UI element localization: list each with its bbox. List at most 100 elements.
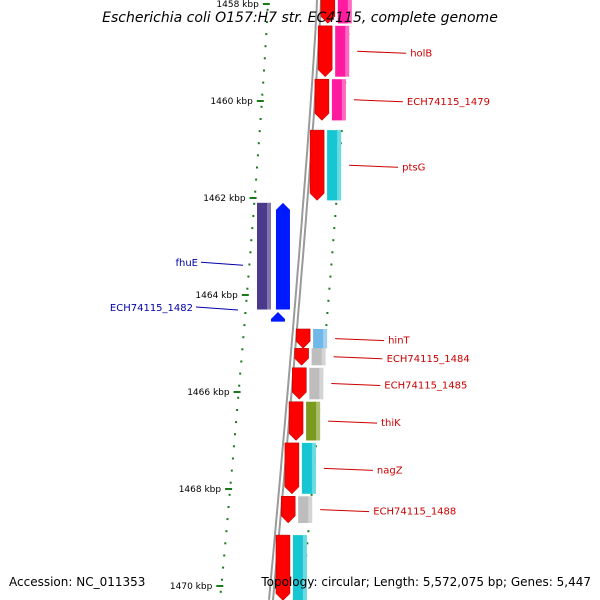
gene-labels: holB ECH74115_1479 ptsG hinT ECH74115_1484 EC… xyxy=(110,48,490,517)
major-tick xyxy=(241,294,249,296)
minor-tick-inner xyxy=(264,45,267,48)
gene-label[interactable]: ECH74115_1488 xyxy=(373,507,456,518)
gene-label-leader xyxy=(353,99,403,103)
gene-label-leader xyxy=(349,164,399,168)
minor-tick-outer xyxy=(330,263,333,266)
major-tick xyxy=(216,585,224,587)
minor-tick-outer xyxy=(335,202,338,205)
minor-tick-inner xyxy=(241,348,244,351)
tick-label: 1470 kbp xyxy=(170,582,213,592)
minor-tick-inner xyxy=(237,396,240,399)
gene-cog-block[interactable] xyxy=(292,535,307,600)
gene-label[interactable]: holB xyxy=(410,48,432,59)
major-tick xyxy=(225,488,233,490)
gene-cog-block[interactable] xyxy=(337,0,352,24)
gene-label-leader xyxy=(335,338,385,342)
minor-tick-inner xyxy=(260,105,263,108)
gene-label-leader xyxy=(200,261,244,266)
minor-tick-outer xyxy=(340,130,343,133)
gene-cog-shade xyxy=(311,442,316,494)
minor-tick-inner xyxy=(248,263,251,266)
gene-label[interactable]: ECH74115_1485 xyxy=(384,381,467,392)
gene-label-leader xyxy=(328,420,378,424)
minor-tick-inner xyxy=(252,215,255,217)
gene-cog-block[interactable] xyxy=(298,496,313,523)
gene-label[interactable]: ECH74115_1484 xyxy=(387,354,470,365)
gene-cog-shade xyxy=(308,496,313,523)
accession-text: Accession: NC_011353 xyxy=(9,575,146,589)
minor-tick-inner xyxy=(226,518,229,521)
gene-arrow-forward[interactable] xyxy=(292,367,307,400)
gene-label-leader xyxy=(195,306,239,311)
minor-tick-outer xyxy=(333,227,336,230)
gene-arrow-forward[interactable] xyxy=(320,0,336,24)
gene-arrow-forward[interactable] xyxy=(294,348,309,366)
tick-label: 1458 kbp xyxy=(216,0,259,10)
minor-tick-inner xyxy=(225,530,228,533)
gene-arrow-forward[interactable] xyxy=(314,78,330,121)
gene-arrow-forward[interactable] xyxy=(295,328,311,349)
gene-label[interactable]: thiK xyxy=(381,418,401,429)
minor-tick-inner xyxy=(234,433,236,436)
gene-cog-block[interactable] xyxy=(313,329,328,349)
tick-label: 1468 kbp xyxy=(179,485,222,495)
gene-cog-shade xyxy=(302,535,307,600)
gene-label[interactable]: nagZ xyxy=(377,465,403,476)
minor-tick-inner xyxy=(221,578,223,581)
minor-tick-inner xyxy=(232,445,235,448)
minor-tick-outer xyxy=(310,493,313,496)
minor-tick-outer xyxy=(306,542,309,545)
gene-cog-block[interactable] xyxy=(327,130,342,201)
backbone-inner xyxy=(270,0,320,600)
minor-tick-inner xyxy=(263,69,265,72)
minor-tick-inner xyxy=(242,336,245,339)
gene-cog-block[interactable] xyxy=(311,348,326,366)
gene-cog-shade xyxy=(323,329,328,349)
gene-cog-block[interactable] xyxy=(257,202,271,310)
minor-tick-outer xyxy=(332,239,335,242)
minor-tick-outer xyxy=(334,215,337,217)
gene-label[interactable]: hinT xyxy=(388,336,410,347)
gene-arrow-forward[interactable] xyxy=(280,496,296,524)
gene-cog-block[interactable] xyxy=(301,442,316,494)
gene-label[interactable]: ECH74115_1479 xyxy=(407,97,490,108)
gene-arrow-forward[interactable] xyxy=(317,25,333,78)
gene-cog-block[interactable] xyxy=(309,367,324,400)
gene-label[interactable]: ptsG xyxy=(402,162,425,173)
major-tick xyxy=(256,100,264,102)
topology-text: Topology: circular; Length: 5,572,075 bp… xyxy=(261,575,591,589)
minor-tick-inner xyxy=(228,493,231,496)
minor-tick-inner xyxy=(259,118,262,120)
minor-tick-outer xyxy=(326,312,329,314)
gene-arrow-forward[interactable] xyxy=(275,534,291,600)
minor-tick-outer xyxy=(327,299,330,302)
gene-features xyxy=(257,0,352,600)
gene-label[interactable]: fhuE xyxy=(175,258,198,269)
gene-arrow-forward[interactable] xyxy=(288,401,304,441)
gene-cog-shade xyxy=(347,0,352,24)
minor-tick-outer xyxy=(307,530,310,533)
minor-tick-inner xyxy=(231,457,234,460)
gene-arrow-reverse[interactable] xyxy=(275,202,290,310)
gene-label-leader xyxy=(333,356,383,360)
minor-tick-inner xyxy=(222,566,225,569)
minor-tick-inner xyxy=(254,190,257,193)
gene-cog-shade xyxy=(319,367,324,400)
gene-label[interactable]: ECH74115_1482 xyxy=(110,303,193,314)
gene-cog-block[interactable] xyxy=(306,401,321,441)
major-tick xyxy=(233,391,241,393)
gene-arrow-reverse[interactable] xyxy=(270,311,285,322)
gene-arrow-forward[interactable] xyxy=(284,442,300,495)
gene-arrow-forward[interactable] xyxy=(309,129,325,201)
minor-tick-inner xyxy=(224,542,227,545)
gene-cog-block[interactable] xyxy=(331,79,346,121)
gene-cog-shade xyxy=(267,202,271,310)
minor-tick-inner xyxy=(245,299,248,302)
gene-cog-block[interactable] xyxy=(335,25,350,77)
minor-tick-inner xyxy=(256,154,259,157)
minor-tick-inner xyxy=(244,312,247,314)
minor-tick-inner xyxy=(255,178,258,181)
minor-tick-outer xyxy=(331,251,334,254)
gene-label-leader xyxy=(320,509,370,513)
